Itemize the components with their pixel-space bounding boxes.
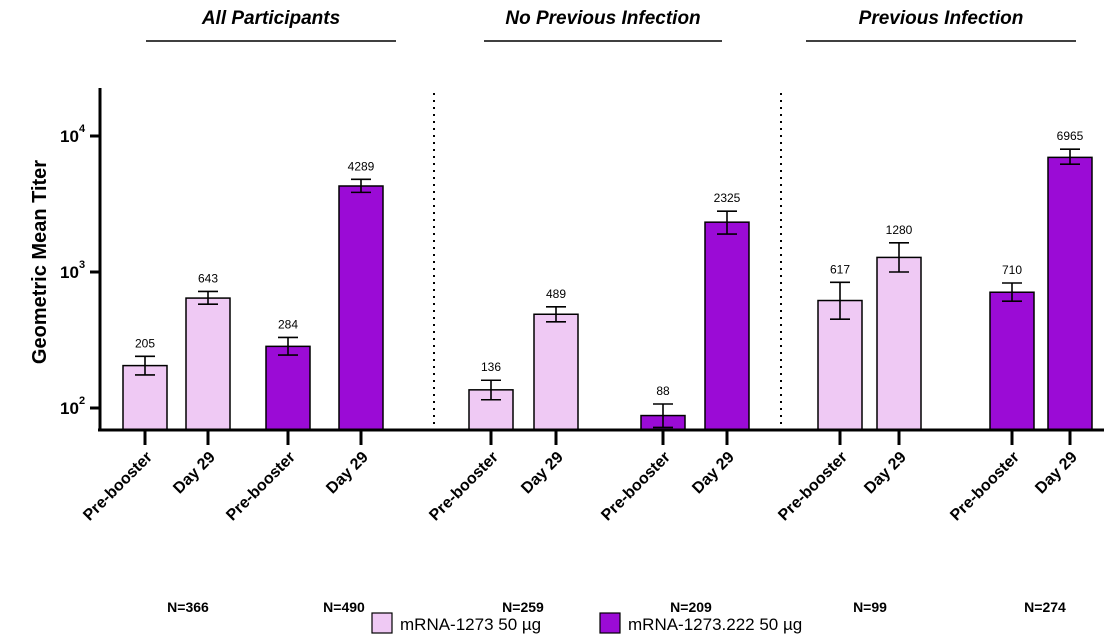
y-tick-label-exponent: 3: [79, 259, 85, 271]
bar: [338, 185, 384, 431]
x-tick-label: Pre-booster: [775, 449, 851, 525]
x-tick-label: Pre-booster: [223, 449, 299, 525]
bar: [265, 345, 311, 431]
panel-title: Previous Infection: [859, 8, 1024, 29]
data-label: 710: [1002, 263, 1022, 277]
y-tick-label-base: 10: [60, 263, 79, 282]
n-label: N=259: [502, 599, 544, 615]
bar: [704, 221, 750, 431]
bar: [817, 299, 863, 431]
n-label: N=209: [670, 599, 712, 615]
data-label: 205: [135, 336, 155, 350]
data-label: 284: [278, 317, 298, 331]
data-label: 617: [830, 262, 850, 276]
data-label: 2325: [714, 191, 741, 205]
x-tick-label: Day 29: [518, 449, 567, 498]
y-tick-label-exponent: 4: [79, 123, 86, 135]
data-label: 6965: [1057, 129, 1084, 143]
x-tick-label: Pre-booster: [80, 449, 156, 525]
y-tick-label-base: 10: [60, 127, 79, 146]
data-label: 489: [546, 287, 566, 301]
x-tick-label: Day 29: [323, 449, 372, 498]
x-tick-label: Pre-booster: [947, 449, 1023, 525]
n-label: N=99: [853, 599, 887, 615]
x-tick-label: Day 29: [689, 449, 738, 498]
panel-title: All Participants: [201, 8, 340, 29]
x-tick-label: Pre-booster: [598, 449, 674, 525]
y-tick-label-base: 10: [60, 399, 79, 418]
bar: [989, 291, 1035, 431]
data-label: 136: [481, 360, 501, 374]
n-label: N=490: [323, 599, 365, 615]
y-tick-label-exponent: 2: [79, 395, 85, 407]
n-label: N=274: [1024, 599, 1066, 615]
legend-label: mRNA-1273.222 50 µg: [628, 615, 802, 634]
legend-swatch: [371, 612, 393, 634]
legend-swatch: [599, 612, 621, 634]
x-tick-label: Day 29: [1032, 449, 1081, 498]
bar: [876, 256, 922, 431]
bar: [1047, 156, 1093, 431]
bar: [533, 313, 579, 431]
data-label: 88: [656, 384, 670, 398]
x-tick-label: Day 29: [170, 449, 219, 498]
y-axis-label: Geometric Mean Titer: [29, 160, 51, 364]
bar: [185, 297, 231, 431]
data-label: 4289: [348, 159, 375, 173]
panel-title: No Previous Infection: [505, 8, 700, 29]
data-label: 643: [198, 271, 218, 285]
x-tick-label: Day 29: [861, 449, 910, 498]
x-tick-label: Pre-booster: [426, 449, 502, 525]
data-label: 1280: [886, 223, 913, 237]
n-label: N=366: [167, 599, 209, 615]
legend-label: mRNA-1273 50 µg: [400, 615, 541, 634]
